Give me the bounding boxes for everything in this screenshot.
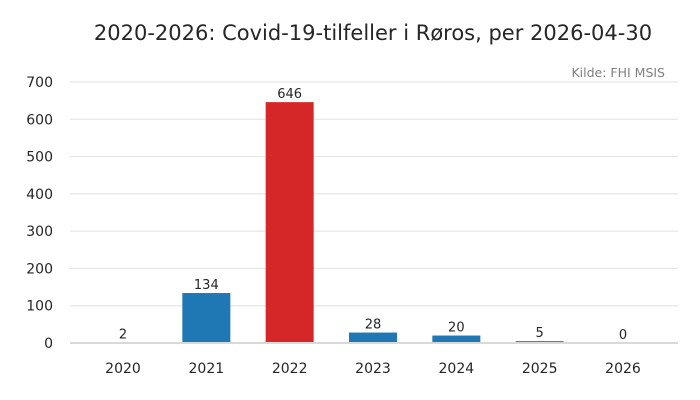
x-tick-label: 2022 xyxy=(272,361,308,377)
y-tick-label: 700 xyxy=(26,75,53,91)
x-tick-label: 2023 xyxy=(355,361,391,377)
y-tick-label: 600 xyxy=(26,112,53,128)
y-tick-label: 400 xyxy=(26,187,53,203)
x-axis-ticks: 2020 2021 2022 2023 2024 2025 2026 xyxy=(105,361,641,377)
x-tick-label: 2024 xyxy=(439,361,475,377)
source-note: Kilde: FHI MSIS xyxy=(571,65,665,80)
x-tick-label: 2026 xyxy=(605,361,641,377)
data-label-2026: 0 xyxy=(619,328,627,343)
data-label-2025: 5 xyxy=(536,326,544,341)
y-tick-label: 500 xyxy=(26,150,53,166)
bars xyxy=(99,102,564,344)
x-tick-label: 2025 xyxy=(522,361,558,377)
y-tick-label: 200 xyxy=(26,261,53,277)
y-tick-label: 100 xyxy=(26,299,53,315)
x-tick-label: 2020 xyxy=(105,361,141,377)
y-axis-ticks: 0 100 200 300 400 500 600 700 xyxy=(26,75,53,352)
bar-2022 xyxy=(265,102,314,344)
y-tick-label: 300 xyxy=(26,224,53,240)
bar-2023 xyxy=(349,332,397,343)
chart-title: 2020-2026: Covid-19-tilfeller i Røros, p… xyxy=(94,21,652,45)
x-tick-label: 2021 xyxy=(189,361,225,377)
data-label-2020: 2 xyxy=(119,327,127,342)
bar-2024 xyxy=(432,335,481,343)
y-tick-label: 0 xyxy=(44,336,53,352)
data-labels: 2 134 646 28 20 5 0 xyxy=(119,87,627,343)
gridlines xyxy=(70,81,678,307)
data-label-2022: 646 xyxy=(277,87,302,102)
bar-2021 xyxy=(182,293,231,343)
data-label-2024: 20 xyxy=(448,321,465,336)
data-label-2023: 28 xyxy=(365,318,382,333)
data-label-2021: 134 xyxy=(194,278,219,293)
